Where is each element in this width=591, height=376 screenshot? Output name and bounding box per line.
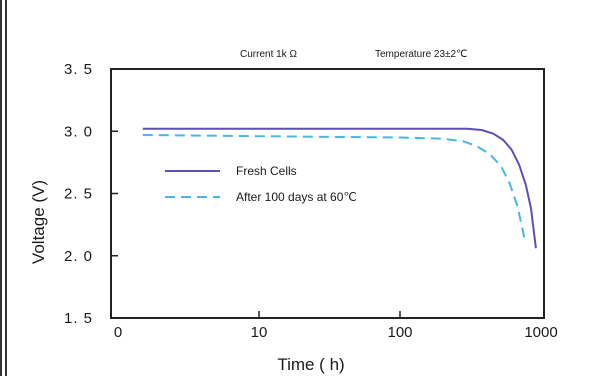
x-tick-label: 1000 xyxy=(524,324,557,341)
y-tick-label: 3. 0 xyxy=(64,123,93,140)
legend-label-fresh-cells: Fresh Cells xyxy=(236,164,297,178)
x-axis-title: Time ( h) xyxy=(277,355,344,374)
header-temperature-label: Temperature 23±2℃ xyxy=(375,49,467,60)
x-axis-ticks: 0 10 100 1000 xyxy=(114,311,558,341)
y-tick-label: 2. 5 xyxy=(64,186,93,203)
header-current-label: Current 1k Ω xyxy=(240,49,297,60)
left-border-line-inner xyxy=(5,0,7,376)
series-lines xyxy=(142,127,537,249)
y-tick-label: 1. 5 xyxy=(64,310,93,327)
y-tick-label: 3. 5 xyxy=(64,61,93,78)
x-tick-label: 100 xyxy=(387,324,412,341)
series-line-fresh-cells xyxy=(142,127,537,249)
series-line-after-100-days xyxy=(142,134,526,244)
y-tick-label: 2. 0 xyxy=(64,248,93,265)
x-tick-label: 0 xyxy=(114,324,122,341)
legend-label-after-100-days: After 100 days at 60℃ xyxy=(236,190,357,204)
x-tick-label: 10 xyxy=(251,324,268,341)
y-axis-title: Voltage (V) xyxy=(29,180,48,264)
y-axis-ticks: 3. 5 3. 0 2. 5 2. 0 1. 5 xyxy=(64,61,118,327)
left-border-line xyxy=(0,0,2,376)
